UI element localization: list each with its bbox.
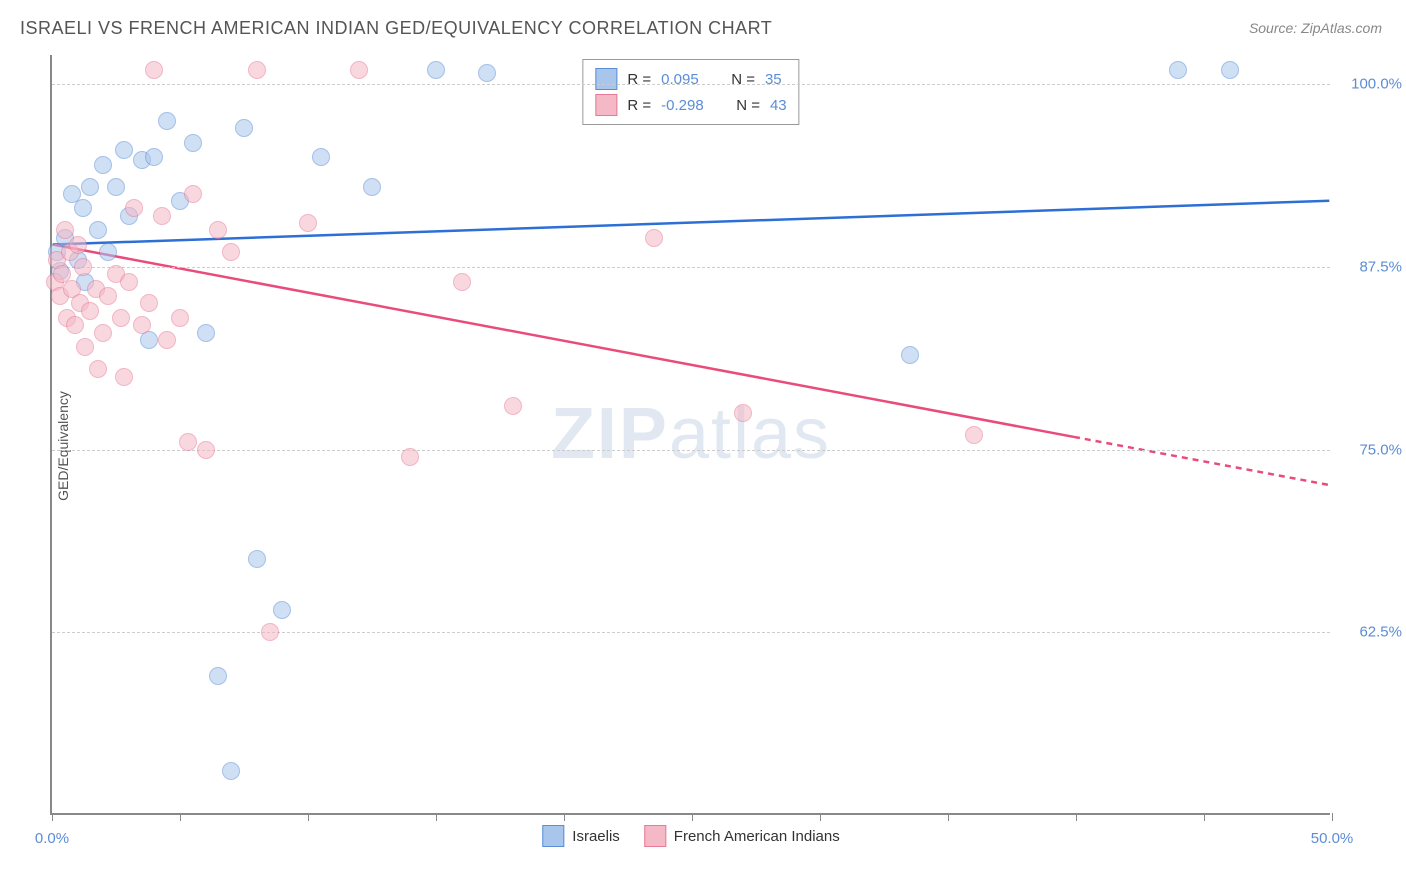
correlation-row: R = -0.298 N = 43 bbox=[595, 92, 786, 118]
x-tick-label: 50.0% bbox=[1311, 830, 1354, 847]
trend-lines bbox=[52, 55, 1330, 813]
scatter-point bbox=[504, 397, 522, 415]
scatter-point bbox=[734, 404, 752, 422]
scatter-point bbox=[1221, 61, 1239, 79]
scatter-point bbox=[115, 368, 133, 386]
scatter-point bbox=[115, 141, 133, 159]
legend-swatch bbox=[542, 825, 564, 847]
scatter-point bbox=[56, 221, 74, 239]
scatter-point bbox=[350, 61, 368, 79]
scatter-point bbox=[363, 178, 381, 196]
scatter-point bbox=[112, 309, 130, 327]
scatter-point bbox=[453, 273, 471, 291]
legend-label: Israelis bbox=[572, 828, 620, 845]
scatter-point bbox=[1169, 61, 1187, 79]
x-tick bbox=[948, 813, 949, 821]
gridline-h bbox=[52, 84, 1330, 85]
plot-area: ZIPatlas R = 0.095 N = 35R = -0.298 N = … bbox=[50, 55, 1330, 815]
y-tick-label: 75.0% bbox=[1359, 441, 1402, 458]
scatter-point bbox=[222, 762, 240, 780]
scatter-point bbox=[81, 302, 99, 320]
scatter-point bbox=[235, 119, 253, 137]
scatter-point bbox=[248, 61, 266, 79]
x-tick-label: 0.0% bbox=[35, 830, 69, 847]
scatter-point bbox=[209, 667, 227, 685]
x-tick bbox=[1204, 813, 1205, 821]
scatter-point bbox=[209, 221, 227, 239]
correlation-row: R = 0.095 N = 35 bbox=[595, 66, 786, 92]
n-value: 43 bbox=[770, 97, 787, 114]
scatter-point bbox=[94, 156, 112, 174]
scatter-point bbox=[158, 331, 176, 349]
legend-label: French American Indians bbox=[674, 828, 840, 845]
scatter-point bbox=[261, 623, 279, 641]
scatter-point bbox=[81, 178, 99, 196]
y-tick-label: 62.5% bbox=[1359, 624, 1402, 641]
scatter-point bbox=[401, 448, 419, 466]
scatter-point bbox=[901, 346, 919, 364]
gridline-h bbox=[52, 450, 1330, 451]
scatter-point bbox=[171, 309, 189, 327]
scatter-point bbox=[478, 64, 496, 82]
correlation-chart: ISRAELI VS FRENCH AMERICAN INDIAN GED/EQ… bbox=[0, 0, 1406, 892]
scatter-point bbox=[299, 214, 317, 232]
scatter-point bbox=[273, 601, 291, 619]
x-tick bbox=[1076, 813, 1077, 821]
scatter-point bbox=[89, 221, 107, 239]
scatter-point bbox=[99, 287, 117, 305]
scatter-point bbox=[197, 324, 215, 342]
scatter-point bbox=[427, 61, 445, 79]
legend-item: French American Indians bbox=[644, 825, 840, 847]
scatter-point bbox=[184, 185, 202, 203]
scatter-point bbox=[184, 134, 202, 152]
scatter-point bbox=[197, 441, 215, 459]
scatter-point bbox=[94, 324, 112, 342]
bottom-legend: Israelis French American Indians bbox=[542, 825, 839, 847]
scatter-point bbox=[69, 236, 87, 254]
scatter-point bbox=[76, 338, 94, 356]
legend-item: Israelis bbox=[542, 825, 620, 847]
scatter-point bbox=[179, 433, 197, 451]
scatter-point bbox=[145, 148, 163, 166]
y-tick-label: 100.0% bbox=[1351, 76, 1402, 93]
gridline-h bbox=[52, 632, 1330, 633]
gridline-h bbox=[52, 267, 1330, 268]
legend-swatch bbox=[595, 68, 617, 90]
x-tick bbox=[820, 813, 821, 821]
scatter-point bbox=[99, 243, 117, 261]
scatter-point bbox=[248, 550, 266, 568]
x-tick bbox=[52, 813, 53, 821]
scatter-point bbox=[222, 243, 240, 261]
correlation-stats-box: R = 0.095 N = 35R = -0.298 N = 43 bbox=[582, 59, 799, 125]
x-tick bbox=[308, 813, 309, 821]
legend-swatch bbox=[644, 825, 666, 847]
scatter-point bbox=[125, 199, 143, 217]
scatter-point bbox=[145, 61, 163, 79]
scatter-point bbox=[965, 426, 983, 444]
scatter-point bbox=[89, 360, 107, 378]
x-tick bbox=[180, 813, 181, 821]
chart-title: ISRAELI VS FRENCH AMERICAN INDIAN GED/EQ… bbox=[20, 18, 772, 39]
scatter-point bbox=[158, 112, 176, 130]
r-value: -0.298 bbox=[661, 97, 704, 114]
x-tick bbox=[692, 813, 693, 821]
scatter-point bbox=[74, 199, 92, 217]
scatter-point bbox=[312, 148, 330, 166]
x-tick bbox=[1332, 813, 1333, 821]
scatter-point bbox=[74, 258, 92, 276]
legend-swatch bbox=[595, 94, 617, 116]
scatter-point bbox=[153, 207, 171, 225]
x-tick bbox=[564, 813, 565, 821]
scatter-point bbox=[107, 178, 125, 196]
scatter-point bbox=[66, 316, 84, 334]
scatter-point bbox=[645, 229, 663, 247]
source-label: Source: ZipAtlas.com bbox=[1249, 20, 1382, 36]
scatter-point bbox=[133, 316, 151, 334]
scatter-point bbox=[120, 273, 138, 291]
y-tick-label: 87.5% bbox=[1359, 258, 1402, 275]
watermark: ZIPatlas bbox=[551, 393, 831, 475]
x-tick bbox=[436, 813, 437, 821]
scatter-point bbox=[140, 294, 158, 312]
